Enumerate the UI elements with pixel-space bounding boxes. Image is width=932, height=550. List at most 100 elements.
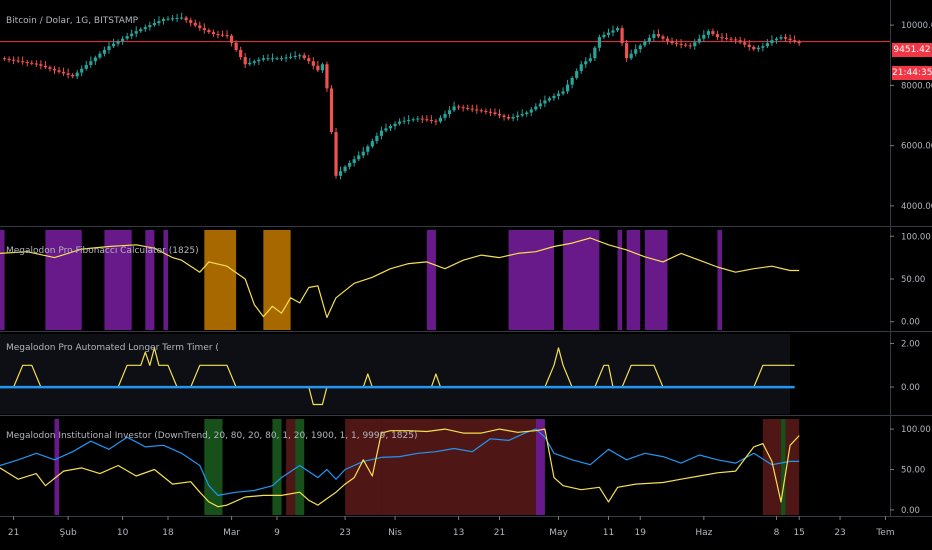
candle-body [293, 55, 297, 57]
candle-body [125, 36, 129, 39]
candle-body [388, 126, 393, 129]
candle-body [98, 53, 102, 58]
candle-body [352, 159, 356, 163]
candle-body [184, 17, 188, 21]
candle-body [488, 111, 493, 113]
candle-body [475, 109, 479, 111]
candle-body [21, 61, 25, 63]
candle-body [75, 72, 79, 77]
candle-body [325, 64, 329, 89]
institutional-series-1 [0, 428, 800, 508]
candle-body [302, 55, 306, 59]
candle-body [143, 27, 147, 30]
candle-body [788, 38, 792, 41]
candle-body [370, 141, 374, 147]
xtick-label-8: 13 [453, 528, 464, 538]
candle-body [7, 59, 11, 61]
fibonacci-band-5 [204, 230, 237, 330]
candle-body [566, 84, 570, 92]
candle-body [734, 39, 738, 41]
candle-body [402, 120, 406, 122]
candle-body [379, 130, 384, 136]
fibonacci-ytick-label-0: 0.00 [901, 318, 920, 328]
candle-body [724, 37, 729, 39]
candle-body [747, 44, 751, 47]
timer-pane-title: Megalodon Pro Automated Longer Term Time… [6, 343, 219, 353]
fibonacci-band-11 [626, 230, 641, 330]
candle-body [770, 40, 774, 44]
candle-body [506, 117, 511, 119]
candle-body [189, 20, 193, 23]
candle-body [611, 30, 615, 33]
candle-body [2, 58, 7, 60]
xtick-label-16: 23 [834, 528, 845, 538]
axis-layer: 4000.00 6000.00 8000.00 10000.00 0.00 50.00 10… [8, 21, 932, 538]
candle-body [348, 162, 352, 167]
candle-body [434, 120, 438, 122]
candle-body [216, 34, 220, 36]
candle-body [752, 46, 756, 50]
xtick-label-0: 21 [8, 528, 19, 538]
institutional-band-2 [272, 419, 282, 515]
fibonacci-band-3 [145, 230, 155, 330]
candle-body [198, 25, 202, 29]
fibonacci-band-10 [617, 230, 623, 330]
candle-body [702, 34, 706, 39]
candle-body [152, 23, 156, 26]
xtick-label-5: 9 [274, 528, 280, 538]
candle-body [461, 107, 465, 109]
candle-body [211, 32, 216, 35]
candle-body [638, 45, 642, 50]
candle-body [425, 119, 429, 121]
candle-body [43, 65, 48, 68]
candle-body [765, 43, 769, 47]
candle-body [525, 112, 529, 115]
candle-body [66, 73, 70, 75]
institutional-band-1 [204, 419, 223, 515]
candle-body [774, 38, 779, 41]
candle-body [761, 46, 765, 48]
candle-body [320, 64, 324, 71]
fibonacci-series-0 [0, 237, 800, 319]
xtick-label-14: 8 [774, 528, 780, 538]
candle-body [543, 100, 547, 104]
candle-body [656, 34, 661, 37]
candle-body [516, 115, 520, 118]
candle-body [602, 34, 606, 38]
candle-body [520, 114, 524, 116]
candle-body [447, 110, 452, 115]
fibonacci-ytick-label-1: 50.00 [901, 275, 925, 285]
candle-body [397, 121, 402, 124]
candle-body [298, 55, 302, 57]
timer-ytick-label-0: 0.00 [901, 383, 920, 393]
candle-body [538, 103, 542, 107]
candle-body [711, 31, 715, 35]
candle-body [534, 106, 538, 110]
candle-body [361, 151, 365, 156]
candle-body [161, 19, 166, 22]
candle-body [80, 68, 84, 73]
candle-body [71, 74, 75, 77]
xtick-label-2: 10 [117, 528, 129, 538]
candle-body [316, 65, 320, 71]
candle-body [284, 57, 288, 59]
candle-body [688, 45, 692, 47]
candle-body [175, 17, 179, 19]
candle-body [30, 62, 34, 64]
fibonacci-band-7 [426, 230, 436, 330]
candle-body [679, 43, 683, 45]
timer-ytick-label-1: 2.00 [901, 340, 920, 350]
fibonacci-ytick-label-2: 100.00 [901, 232, 931, 242]
candle-body [170, 18, 175, 20]
candle-body [493, 112, 497, 115]
candle-body [311, 61, 315, 66]
candle-body [166, 18, 170, 20]
candle-body [243, 57, 247, 65]
candle-body [634, 49, 638, 54]
candle-body [502, 115, 506, 118]
xtick-label-17: Tem [875, 528, 894, 538]
xtick-label-3: 18 [162, 528, 174, 538]
xtick-label-4: Mar [223, 528, 240, 538]
candle-body [797, 41, 801, 44]
